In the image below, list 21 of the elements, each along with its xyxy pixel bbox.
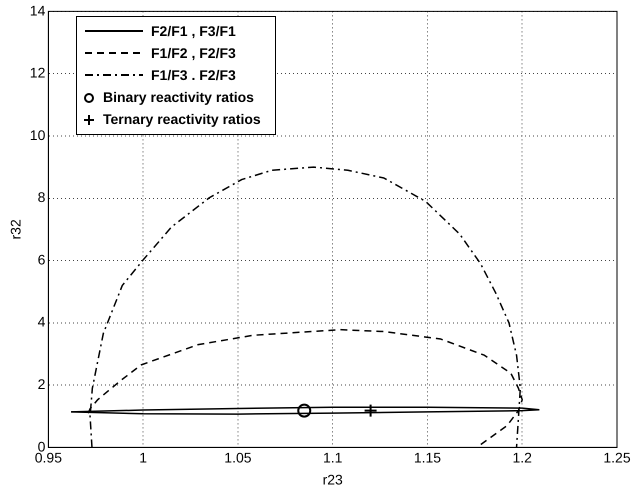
x-tick-label: 1.2 [512,450,532,466]
y-tick-label: 12 [30,64,46,81]
y-tick-label: 10 [30,126,46,143]
legend-label: Ternary reactivity ratios [103,111,261,127]
y-tick-label: 6 [38,251,46,268]
x-tick-label: 1.15 [414,450,442,466]
x-tick-label: 1 [139,450,148,466]
legend-label: Binary reactivity ratios [103,89,254,105]
y-tick-label: 14 [30,2,46,18]
legend-label: F2/F1 , F3/F1 [151,23,236,39]
y-tick-label: 2 [38,376,46,392]
y-tick-label: 0 [38,438,46,454]
y-tick-label: 4 [38,314,46,330]
legend-label: F1/F2 , F2/F3 [151,45,236,61]
y-axis-title: r32 [7,219,24,240]
legend-label: F1/F3 . F2/F3 [151,67,236,83]
x-tick-label: 1.1 [322,450,343,466]
x-tick-label: 1.05 [224,450,252,466]
x-axis-title: r23 [322,471,344,488]
y-tick-label: 8 [38,189,46,206]
x-tick-label: 1.25 [603,450,631,466]
